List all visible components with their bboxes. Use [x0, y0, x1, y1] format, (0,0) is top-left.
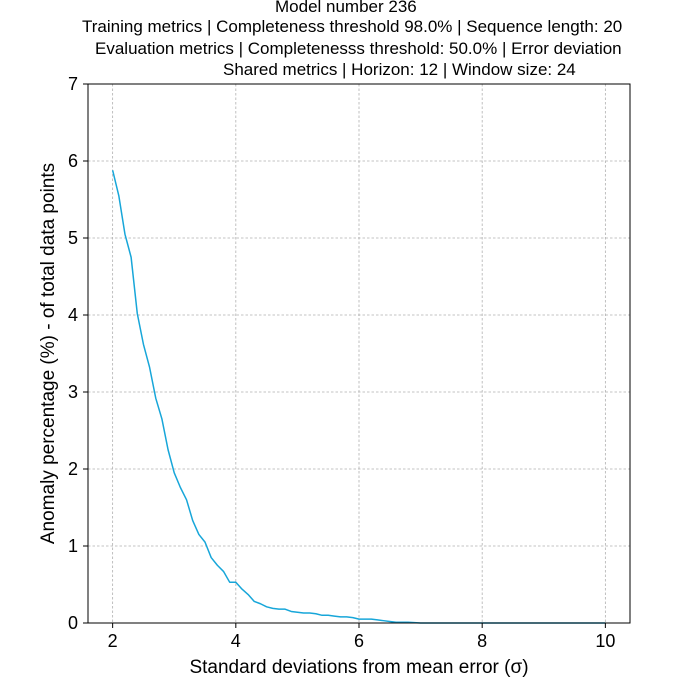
y-tick-label: 0: [68, 613, 78, 633]
chart-subtitle-shared: Shared metrics | Horizon: 12 | Window si…: [223, 60, 576, 79]
chart-title: Model number 236: [275, 0, 417, 16]
y-tick-label: 6: [68, 151, 78, 171]
series-line-anomaly_percentage: [111, 170, 606, 624]
x-tick-label: 10: [595, 631, 615, 651]
grid: [88, 83, 630, 624]
axis-ticks: 2 4 6 8 10 0 1 2 3 4 5 6 7: [68, 74, 615, 651]
y-tick-label: 2: [68, 459, 78, 479]
series-layer: [111, 170, 606, 624]
chart-subtitle-training: Training metrics | Completeness threshol…: [82, 17, 623, 36]
y-tick-label: 3: [68, 382, 78, 402]
x-tick-label: 6: [354, 631, 364, 651]
y-tick-label: 1: [68, 536, 78, 556]
plot-frame: [87, 83, 631, 624]
x-tick-label: 4: [231, 631, 241, 651]
chart-subtitle-evaluation: Evaluation metrics | Completenesss thres…: [95, 39, 622, 58]
x-tick-label: 2: [108, 631, 118, 651]
y-tick-label: 4: [68, 305, 78, 325]
y-tick-label: 5: [68, 228, 78, 248]
x-axis-label: Standard deviations from mean error (σ): [189, 657, 528, 678]
y-axis-label: Anomaly percentage (%) - of total data p…: [38, 163, 59, 544]
x-tick-label: 8: [477, 631, 487, 651]
y-tick-label: 7: [68, 74, 78, 94]
